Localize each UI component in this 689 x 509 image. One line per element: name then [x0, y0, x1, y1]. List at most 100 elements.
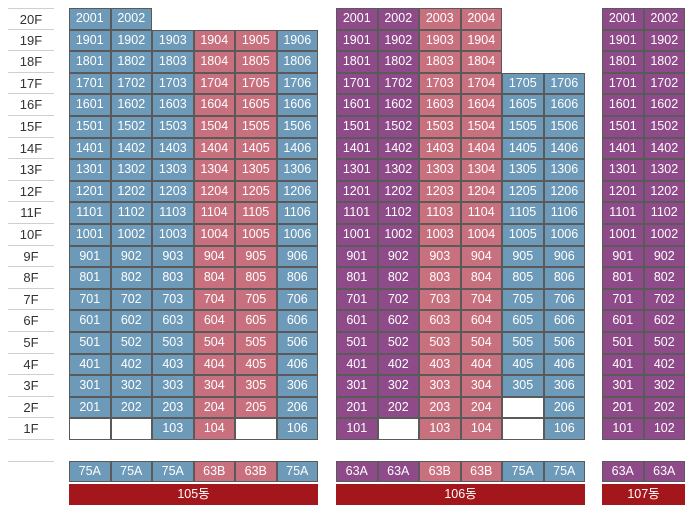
- floor-label: 14F: [8, 138, 54, 160]
- floor-row: 901 902 903 904 905 906: [69, 245, 318, 268]
- floor-row: 1801 1802 1803 1804: [336, 51, 585, 73]
- unit-cell: 1901: [69, 29, 111, 52]
- unit-cell: 603: [419, 310, 461, 332]
- unit-grid: 2001 2002 1901 1902 1801 1802 1701 1702 1601 1602…: [602, 8, 685, 440]
- unit-cell: 303: [419, 375, 461, 397]
- unit-cell: 504: [460, 331, 502, 354]
- unit-cell: 1804: [460, 51, 502, 73]
- empty-unit: [69, 418, 111, 440]
- floor-label: 11F: [8, 202, 54, 224]
- unit-cell: 1503: [419, 115, 461, 138]
- unit-cell: 705: [502, 288, 544, 311]
- unit-cell: 1906: [276, 29, 318, 52]
- unit-cell: 305: [502, 375, 544, 397]
- unit-cell: 1704: [193, 72, 235, 95]
- unit-cell: 1105: [235, 202, 277, 224]
- unit-cell: 1305: [235, 159, 277, 181]
- unit-cell: 406: [276, 353, 318, 376]
- unit-cell: 904: [193, 245, 235, 268]
- floor-row: 401 402 403 404 405 406: [336, 353, 585, 376]
- empty-unit: [110, 418, 152, 440]
- unit-cell: 505: [502, 331, 544, 354]
- unit-cell: 1106: [543, 202, 585, 224]
- floor-row: 401 402 403 404 405 406: [69, 353, 318, 376]
- unit-cell: 1103: [419, 202, 461, 224]
- unit-cell: 1606: [543, 94, 585, 116]
- unit-cell: 1203: [419, 180, 461, 203]
- unit-cell: 605: [502, 310, 544, 332]
- unit-cell: 1005: [235, 223, 277, 246]
- unit-cell: 301: [69, 375, 111, 397]
- unit-cell: 402: [110, 353, 152, 376]
- unit-grid: 2001 2002 1901 1902 1903 1904 1905 1906 1801 1802…: [69, 8, 318, 440]
- floor-row: 901 902 903 904 905 906: [336, 245, 585, 268]
- floor-row: 1401 1402 1403 1404 1405 1406: [336, 137, 585, 160]
- unit-cell: 1601: [336, 94, 378, 116]
- unit-cell: 1302: [377, 159, 419, 181]
- floor-row: 1701 1702: [602, 72, 685, 95]
- floor-row: 501 502 503 504 505 506: [336, 331, 585, 354]
- floor-label: 2F: [8, 397, 54, 419]
- unit-cell: 606: [543, 310, 585, 332]
- floor-label: 18F: [8, 51, 54, 73]
- unit-type-label: 75A: [276, 460, 318, 482]
- unit-cell: 2002: [110, 8, 152, 30]
- floor-row: 1601 1602 1603 1604 1605 1606: [69, 94, 318, 116]
- unit-type-label: 63B: [419, 460, 461, 482]
- unit-cell: 1303: [419, 159, 461, 181]
- unit-cell: 1604: [193, 94, 235, 116]
- unit-cell: 1306: [276, 159, 318, 181]
- unit-cell: 1406: [543, 137, 585, 160]
- unit-cell: 1605: [502, 94, 544, 116]
- floor-row: 1301 1302: [602, 159, 685, 181]
- unit-cell: 906: [543, 245, 585, 268]
- unit-cell: 1701: [336, 72, 378, 95]
- unit-cell: 1706: [543, 72, 585, 95]
- floor-label: 1F: [8, 418, 54, 440]
- unit-cell: 804: [193, 267, 235, 289]
- unit-cell: 402: [643, 353, 685, 376]
- unit-cell: 1402: [643, 137, 685, 160]
- unit-cell: 302: [643, 375, 685, 397]
- unit-cell: 2002: [377, 8, 419, 30]
- floor-row: 601 602 603 604 605 606: [336, 310, 585, 332]
- unit-cell: 901: [69, 245, 111, 268]
- floor-row: 301 302 303 304 305 306: [336, 375, 585, 397]
- unit-cell: 1603: [419, 94, 461, 116]
- floor-row: 601 602 603 604 605 606: [69, 310, 318, 332]
- unit-cell: 305: [235, 375, 277, 397]
- unit-cell: 702: [110, 288, 152, 311]
- unit-cell: 1306: [543, 159, 585, 181]
- unit-cell: 1601: [602, 94, 644, 116]
- no-unit: [544, 51, 586, 73]
- unit-cell: 1703: [419, 72, 461, 95]
- unit-cell: 201: [602, 396, 644, 419]
- unit-cell: 405: [502, 353, 544, 376]
- unit-cell: 705: [235, 288, 277, 311]
- unit-cell: 501: [336, 331, 378, 354]
- unit-cell: 1405: [235, 137, 277, 160]
- unit-cell: 304: [193, 375, 235, 397]
- unit-cell: 704: [193, 288, 235, 311]
- unit-cell: 901: [602, 245, 644, 268]
- unit-cell: 404: [460, 353, 502, 376]
- unit-type-label: 63A: [336, 460, 378, 482]
- unit-cell: 205: [235, 396, 277, 419]
- unit-cell: 1903: [419, 29, 461, 52]
- unit-cell: 401: [336, 353, 378, 376]
- unit-cell: 1802: [643, 51, 685, 73]
- unit-cell: 903: [419, 245, 461, 268]
- no-unit: [152, 8, 194, 30]
- unit-cell: 902: [643, 245, 685, 268]
- unit-cell: 1304: [193, 159, 235, 181]
- unit-cell: 1705: [235, 72, 277, 95]
- no-unit: [502, 30, 544, 52]
- unit-type-row: 63A 63A 63B 63B 75A 75A: [336, 460, 585, 482]
- floor-row: 1701 1702 1703 1704 1705 1706: [336, 72, 585, 95]
- floor-row: 1201 1202 1203 1204 1205 1206: [336, 180, 585, 203]
- unit-cell: 104: [193, 418, 235, 440]
- unit-type-label: 75A: [69, 460, 111, 482]
- unit-cell: 1504: [193, 115, 235, 138]
- floor-spacer: [8, 440, 54, 461]
- unit-cell: 1104: [193, 202, 235, 224]
